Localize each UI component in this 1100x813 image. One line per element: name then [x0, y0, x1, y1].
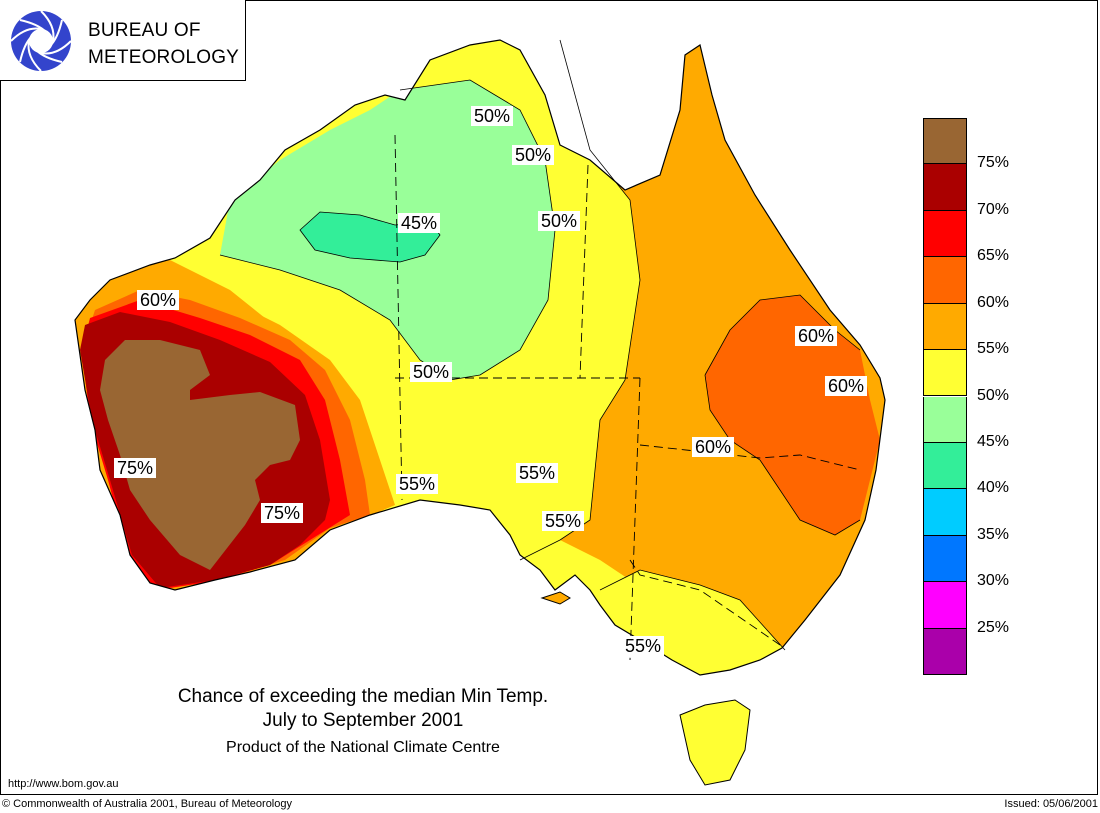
legend-label: 40%	[977, 479, 1010, 497]
legend-swatch	[923, 257, 967, 304]
contour-label: 55%	[396, 474, 439, 494]
legend-swatch	[923, 442, 967, 490]
legend-swatch	[923, 210, 967, 258]
contour-label: 75%	[261, 503, 304, 523]
legend-swatch	[923, 118, 967, 165]
legend-label: 70%	[977, 200, 1010, 218]
legend-label: 50%	[977, 386, 1010, 404]
legend-swatch	[923, 489, 967, 536]
legend-swatch	[923, 628, 967, 675]
contour-label: 50%	[538, 211, 581, 231]
legend-swatch	[923, 582, 967, 629]
kangaroo-island	[540, 591, 571, 605]
logo-text-line1: BUREAU OF	[88, 20, 201, 41]
map-title: Chance of exceeding the median Min Temp.	[177, 686, 549, 707]
logo-text-line2: METEOROLOGY	[88, 47, 240, 68]
legend-swatch	[923, 535, 967, 583]
map-period: July to September 2001	[262, 710, 464, 731]
legend-swatch	[923, 164, 967, 211]
legend-swatch	[923, 396, 967, 443]
contour-label: 55%	[622, 636, 665, 656]
contour-label: 60%	[795, 326, 838, 346]
legend-label: 35%	[977, 525, 1010, 543]
bureau-logo-box: BUREAU OF METEOROLOGY	[0, 0, 246, 81]
contour-label: 45%	[398, 213, 441, 233]
contour-label: 50%	[471, 106, 514, 126]
contour-label: 55%	[542, 511, 585, 531]
contour-label: 60%	[825, 376, 868, 396]
contour-label: 75%	[114, 458, 157, 478]
issued-date: Issued: 05/06/2001	[1004, 798, 1098, 810]
legend-swatch	[923, 303, 967, 351]
contour-label: 50%	[410, 362, 453, 382]
contour-label: 60%	[692, 437, 735, 457]
legend-label: 25%	[977, 618, 1010, 636]
contour-label: 50%	[512, 145, 555, 165]
map-subtitle: Product of the National Climate Centre	[226, 739, 500, 756]
legend-label: 75%	[977, 154, 1010, 172]
legend-swatch	[923, 350, 967, 397]
legend-label: 30%	[977, 572, 1010, 590]
australia-coastline	[74, 39, 886, 676]
legend-label: 55%	[977, 340, 1010, 358]
contour-label: 60%	[137, 290, 180, 310]
legend-label: 65%	[977, 247, 1010, 265]
legend-colorbar	[923, 118, 967, 675]
copyright-text: © Commonwealth of Australia 2001, Bureau…	[2, 798, 292, 810]
bom-swirl-logo-icon	[10, 10, 72, 72]
contour-label: 55%	[516, 463, 559, 483]
legend-label: 45%	[977, 432, 1010, 450]
tasmania	[679, 699, 751, 786]
website-url: http://www.bom.gov.au	[8, 778, 119, 790]
legend-label: 60%	[977, 293, 1010, 311]
